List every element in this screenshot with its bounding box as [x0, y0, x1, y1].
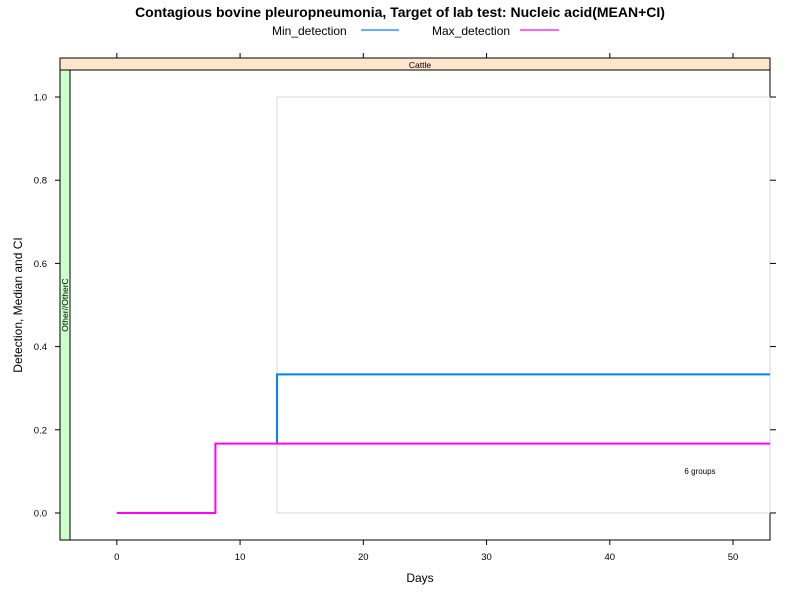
x-axis: 0 10 20 30 40 50	[114, 540, 738, 563]
legend: Min_detection Max_detection	[272, 24, 559, 38]
x-tick-label: 30	[481, 552, 492, 563]
x-tick-label: 50	[728, 552, 739, 563]
ci-box	[276, 96, 771, 514]
y-tick-label: 0.4	[34, 342, 47, 353]
y-tick-label: 0.8	[34, 176, 47, 187]
y-tick-label: 0.6	[34, 259, 47, 270]
y-tick-label: 0.2	[34, 425, 47, 436]
legend-label-max-detection: Max_detection	[432, 24, 510, 38]
legend-label-min-detection: Min_detection	[272, 24, 347, 38]
plot-panel	[69, 69, 771, 541]
series-layer	[116, 373, 770, 514]
groups-annotation: 6 groups	[684, 467, 715, 476]
chart-title: Contagious bovine pleuropneumonia, Targe…	[135, 4, 665, 20]
x-axis-title: Days	[406, 571, 433, 585]
y-axis: 0.0 0.2 0.4 0.6 0.8 1.0	[34, 93, 60, 519]
series-line-max-detection	[116, 442, 770, 514]
strip-left-label: Other//OtherC	[60, 278, 70, 331]
right-axis-ticks	[770, 96, 776, 514]
top-axis-ticks	[116, 53, 734, 58]
x-tick-label: 40	[604, 552, 615, 563]
x-tick-label: 10	[235, 552, 246, 563]
strip-top-label: Cattle	[409, 60, 431, 70]
y-tick-label: 0.0	[34, 508, 47, 519]
x-tick-label: 0	[114, 552, 119, 563]
series-line-min-detection	[276, 373, 770, 444]
y-axis-title: Detection, Median and CI	[11, 237, 25, 372]
x-tick-label: 20	[358, 552, 369, 563]
y-tick-label: 1.0	[34, 93, 47, 104]
